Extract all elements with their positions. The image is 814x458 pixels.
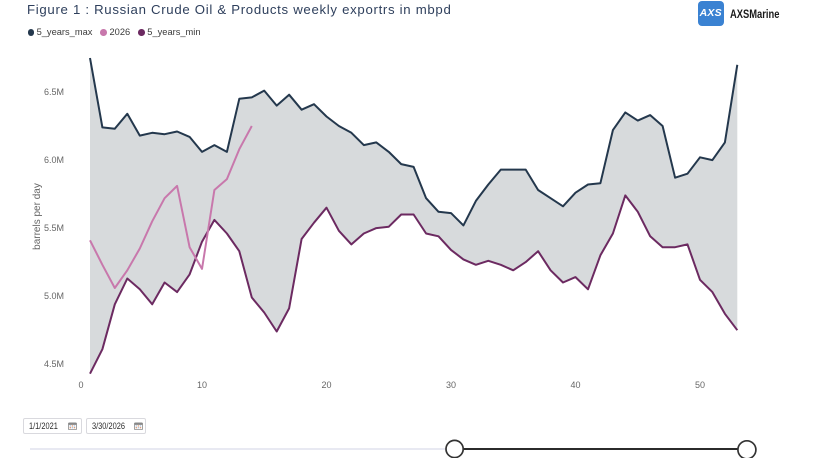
svg-text:6.0M: 6.0M — [44, 155, 64, 165]
svg-text:40: 40 — [570, 380, 580, 390]
svg-text:barrels per day: barrels per day — [32, 183, 43, 250]
svg-text:10: 10 — [197, 380, 207, 390]
svg-text:30: 30 — [446, 380, 456, 390]
svg-text:20: 20 — [321, 380, 331, 390]
svg-text:50: 50 — [695, 380, 705, 390]
svg-text:0: 0 — [78, 380, 83, 390]
svg-text:5.0M: 5.0M — [44, 291, 64, 301]
svg-text:4.5M: 4.5M — [44, 359, 64, 369]
svg-text:5.5M: 5.5M — [44, 223, 64, 233]
svg-text:6.5M: 6.5M — [44, 87, 64, 97]
